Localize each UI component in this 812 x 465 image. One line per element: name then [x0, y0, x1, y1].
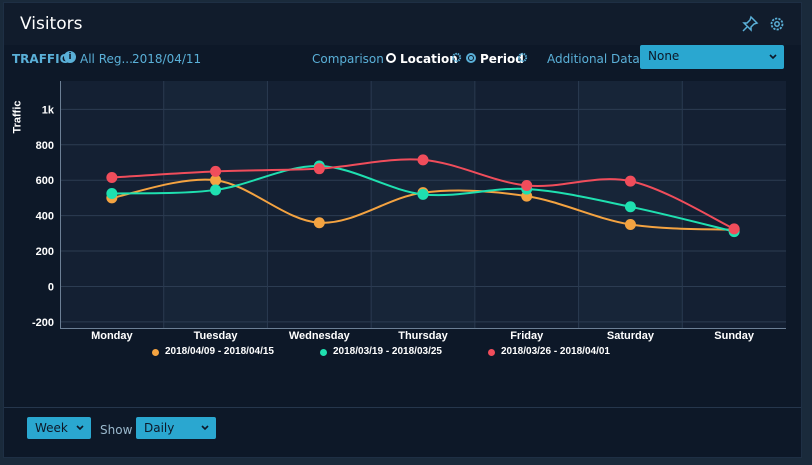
- location-settings-icon[interactable]: [451, 52, 462, 63]
- toolbar: TRAFFIC i All Reg... 2018/04/11 Comparis…: [4, 45, 801, 73]
- data-point-2: [106, 187, 118, 199]
- y-tick-label: 400: [36, 211, 54, 223]
- additional-data-select[interactable]: None: [640, 45, 784, 69]
- data-point-3: [417, 154, 429, 166]
- legend-label[interactable]: 2018/04/09 - 2018/04/15: [165, 346, 274, 357]
- y-tick-label: -200: [32, 317, 54, 329]
- x-tick-label: Saturday: [607, 330, 655, 342]
- x-tick-label: Sunday: [714, 330, 755, 342]
- data-point-3: [210, 165, 222, 177]
- info-icon[interactable]: i: [64, 51, 76, 63]
- chevron-down-icon: [769, 54, 777, 60]
- additional-data-value: None: [648, 49, 680, 63]
- data-point-2: [417, 188, 429, 200]
- visitors-panel: Visitors TRAFFIC i All Reg... 2018/04/11…: [3, 2, 802, 458]
- range-select[interactable]: Week: [27, 417, 91, 439]
- y-tick-label: 1k: [42, 104, 55, 116]
- traffic-chart: [60, 81, 786, 329]
- y-tick-label: 0: [48, 281, 54, 293]
- data-point-3: [313, 163, 325, 175]
- period-label[interactable]: Period: [480, 52, 524, 66]
- data-point-2: [624, 201, 636, 213]
- panel-title: Visitors: [20, 14, 83, 34]
- x-tick-label: Thursday: [398, 330, 448, 342]
- show-value: Daily: [144, 421, 175, 435]
- data-point-3: [624, 175, 636, 187]
- column-band: [682, 81, 786, 329]
- column-band: [60, 81, 164, 329]
- location-radio[interactable]: [386, 53, 396, 63]
- location-label[interactable]: Location: [400, 52, 458, 66]
- traffic-label: TRAFFIC: [12, 52, 69, 66]
- y-tick-label: 600: [36, 175, 54, 187]
- data-point-2: [210, 184, 222, 196]
- legend-marker: [152, 349, 159, 356]
- region-selector[interactable]: All Reg...: [80, 52, 133, 66]
- period-settings-icon[interactable]: [517, 52, 528, 63]
- data-point-3: [521, 180, 533, 192]
- data-point-1: [313, 217, 325, 229]
- chevron-down-icon: [201, 425, 209, 431]
- x-tick-label: Wednesday: [289, 330, 351, 342]
- column-band: [267, 81, 372, 329]
- pin-icon[interactable]: [741, 15, 759, 33]
- panel-header: Visitors: [4, 3, 801, 45]
- show-label: Show: [100, 423, 133, 437]
- show-select[interactable]: Daily: [136, 417, 216, 439]
- data-point-1: [624, 218, 636, 230]
- comparison-label: Comparison: [312, 52, 384, 66]
- y-axis-title: Traffic: [11, 100, 24, 134]
- y-tick-label: 200: [36, 246, 54, 258]
- legend: 2018/04/09 - 2018/04/15 2018/03/19 - 2018…: [4, 345, 801, 361]
- column-band: [163, 81, 268, 329]
- gear-icon[interactable]: [768, 15, 786, 33]
- y-tick-label: 800: [36, 140, 54, 152]
- column-band: [371, 81, 475, 329]
- x-tick-label: Friday: [510, 330, 544, 342]
- x-tick-label: Tuesday: [194, 330, 239, 342]
- y-axis-labels: -200 0 200 400 600 800 1k: [32, 104, 55, 329]
- x-axis-labels: Monday Tuesday Wednesday Thursday Friday Satu…: [91, 330, 755, 342]
- period-radio[interactable]: [466, 53, 476, 63]
- legend-marker: [320, 349, 327, 356]
- x-tick-label: Monday: [91, 330, 133, 342]
- additional-data-label: Additional Data: [547, 52, 640, 66]
- data-point-3: [106, 172, 118, 184]
- data-point-3: [728, 223, 740, 235]
- legend-marker: [488, 349, 495, 356]
- data-point-1: [210, 174, 222, 186]
- range-value: Week: [35, 421, 68, 435]
- chevron-down-icon: [76, 425, 84, 431]
- legend-label[interactable]: 2018/03/26 - 2018/04/01: [501, 346, 610, 357]
- date-selector[interactable]: 2018/04/11: [132, 52, 202, 66]
- legend-label[interactable]: 2018/03/19 - 2018/03/25: [333, 346, 442, 357]
- footer-divider: [4, 407, 801, 408]
